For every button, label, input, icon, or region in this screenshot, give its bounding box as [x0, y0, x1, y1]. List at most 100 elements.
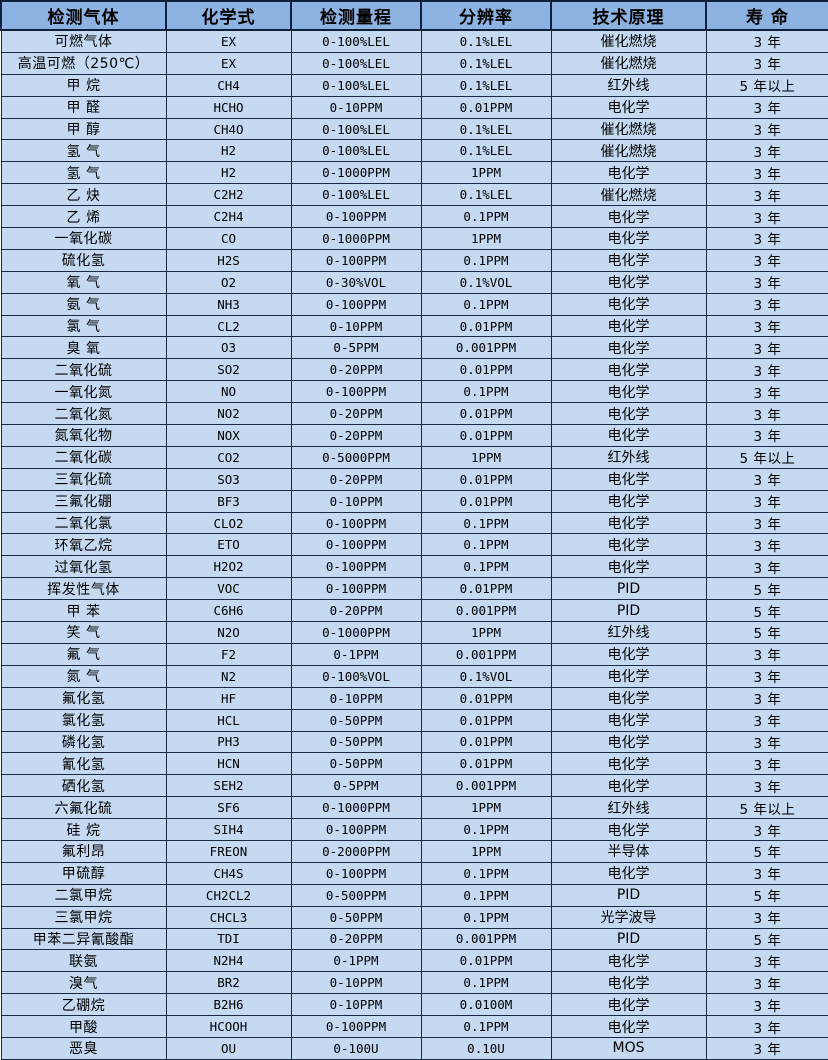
- resolution-cell: 0.01PPM: [420, 402, 552, 426]
- detection-range-cell: 0-100PPM: [290, 861, 422, 885]
- gas-name-cell: 乙硼烷: [0, 993, 167, 1017]
- chemical-formula-cell: SIH4: [165, 818, 292, 841]
- chemical-formula-cell: O3: [165, 336, 292, 360]
- lifespan-cell: 3 年: [705, 533, 828, 557]
- resolution-cell: 0.1%LEL: [420, 73, 552, 97]
- lifespan-cell: 3 年: [705, 467, 828, 491]
- technology-cell: 电化学: [550, 664, 707, 688]
- technology-cell: 电化学: [550, 818, 707, 841]
- detection-range-cell: 0-100PPM: [290, 292, 422, 316]
- resolution-cell: 1PPM: [420, 621, 552, 644]
- resolution-cell: 0.1PPM: [420, 818, 552, 841]
- lifespan-cell: 3 年: [705, 664, 828, 688]
- chemical-formula-cell: VOC: [165, 577, 292, 601]
- table-row: 挥发性气体 VOC 0-100PPM 0.01PPM PID 5 年: [0, 577, 828, 601]
- gas-name-cell: 三氯甲烷: [0, 905, 167, 929]
- detection-range-cell: 0-100PPM: [290, 1015, 422, 1038]
- chemical-formula-cell: NH3: [165, 292, 292, 316]
- lifespan-cell: 5 年: [705, 927, 828, 951]
- detection-range-cell: 0-5PPM: [290, 774, 422, 798]
- gas-name-cell: 磷化氢: [0, 730, 167, 754]
- resolution-cell: 0.01PPM: [420, 686, 552, 710]
- resolution-cell: 0.1PPM: [420, 883, 552, 907]
- table-row: 臭 氧 O3 0-5PPM 0.001PPM 电化学 3 年: [0, 336, 828, 360]
- resolution-cell: 0.1%LEL: [420, 183, 552, 207]
- detection-range-cell: 0-10PPM: [290, 95, 422, 119]
- table-row: 二氯甲烷 CH2CL2 0-500PPM 0.1PPM PID 5 年: [0, 883, 828, 907]
- gas-name-cell: 二氧化碳: [0, 445, 167, 469]
- detection-range-cell: 0-100PPM: [290, 248, 422, 272]
- detection-range-cell: 0-10PPM: [290, 993, 422, 1017]
- detection-range-cell: 0-5000PPM: [290, 445, 422, 469]
- chemical-formula-cell: C2H4: [165, 205, 292, 229]
- gas-name-cell: 甲 醇: [0, 117, 167, 141]
- table-row: 氟 气 F2 0-1PPM 0.001PPM 电化学 3 年: [0, 642, 828, 666]
- lifespan-cell: 3 年: [705, 380, 828, 404]
- gas-name-cell: 氢 气: [0, 161, 167, 185]
- gas-name-cell: 溴气: [0, 971, 167, 995]
- table-body: 可燃气体 EX 0-100%LEL 0.1%LEL 催化燃烧 3 年高温可燃（250℃） E…: [0, 29, 828, 1060]
- detection-range-cell: 0-30%VOL: [290, 270, 422, 294]
- gas-name-cell: 甲硫醇: [0, 861, 167, 885]
- detection-range-cell: 0-20PPM: [290, 599, 422, 623]
- detection-range-cell: 0-20PPM: [290, 467, 422, 491]
- chemical-formula-cell: CH4S: [165, 861, 292, 885]
- lifespan-cell: 3 年: [705, 402, 828, 426]
- chemical-formula-cell: CO: [165, 227, 292, 250]
- chemical-formula-cell: NOX: [165, 424, 292, 447]
- technology-cell: 红外线: [550, 73, 707, 97]
- table-row: 氢 气 H2 0-1000PPM 1PPM 电化学 3 年: [0, 161, 828, 185]
- technology-cell: 催化燃烧: [550, 183, 707, 207]
- lifespan-cell: 3 年: [705, 686, 828, 710]
- chemical-formula-cell: TDI: [165, 927, 292, 951]
- gas-name-cell: 氯 气: [0, 314, 167, 338]
- gas-name-cell: 笑 气: [0, 621, 167, 644]
- lifespan-cell: 3 年: [705, 971, 828, 995]
- technology-cell: 催化燃烧: [550, 139, 707, 163]
- chemical-formula-cell: HCL: [165, 708, 292, 732]
- table-row: 甲硫醇 CH4S 0-100PPM 0.1PPM 电化学 3 年: [0, 861, 828, 885]
- gas-name-cell: 氰化氢: [0, 752, 167, 776]
- table-header: 检测气体 化学式 检测量程 分辨率 技术原理 寿 命: [0, 0, 828, 31]
- detection-range-cell: 0-1000PPM: [290, 621, 422, 644]
- lifespan-cell: 3 年: [705, 248, 828, 272]
- lifespan-cell: 3 年: [705, 358, 828, 382]
- lifespan-cell: 3 年: [705, 489, 828, 513]
- table-row: 硒化氢 SEH2 0-5PPM 0.001PPM 电化学 3 年: [0, 774, 828, 798]
- lifespan-cell: 3 年: [705, 861, 828, 885]
- technology-cell: 电化学: [550, 949, 707, 973]
- resolution-cell: 0.1PPM: [420, 380, 552, 404]
- chemical-formula-cell: SF6: [165, 796, 292, 820]
- chemical-formula-cell: CHCL3: [165, 905, 292, 929]
- resolution-cell: 0.1PPM: [420, 971, 552, 995]
- chemical-formula-cell: H2: [165, 139, 292, 163]
- technology-cell: 电化学: [550, 533, 707, 557]
- technology-cell: 电化学: [550, 774, 707, 798]
- table-row: 氨 气 NH3 0-100PPM 0.1PPM 电化学 3 年: [0, 292, 828, 316]
- resolution-cell: 0.001PPM: [420, 774, 552, 798]
- chemical-formula-cell: EX: [165, 51, 292, 75]
- detection-range-cell: 0-100%LEL: [290, 29, 422, 53]
- resolution-cell: 1PPM: [420, 161, 552, 185]
- resolution-cell: 1PPM: [420, 796, 552, 820]
- gas-name-cell: 氧 气: [0, 270, 167, 294]
- technology-cell: 电化学: [550, 555, 707, 579]
- technology-cell: 电化学: [550, 993, 707, 1017]
- table-row: 甲 苯 C6H6 0-20PPM 0.001PPM PID 5 年: [0, 599, 828, 623]
- lifespan-cell: 5 年: [705, 577, 828, 601]
- table-row: 乙 炔 C2H2 0-100%LEL 0.1%LEL 催化燃烧 3 年: [0, 183, 828, 207]
- resolution-cell: 0.01PPM: [420, 467, 552, 491]
- gas-name-cell: 联氨: [0, 949, 167, 973]
- chemical-formula-cell: F2: [165, 642, 292, 666]
- resolution-cell: 1PPM: [420, 445, 552, 469]
- lifespan-cell: 3 年: [705, 29, 828, 53]
- lifespan-cell: 5 年: [705, 839, 828, 863]
- lifespan-cell: 3 年: [705, 270, 828, 294]
- lifespan-cell: 3 年: [705, 1015, 828, 1038]
- resolution-cell: 1PPM: [420, 839, 552, 863]
- gas-name-cell: 二氧化硫: [0, 358, 167, 382]
- technology-cell: 电化学: [550, 227, 707, 250]
- detection-range-cell: 0-20PPM: [290, 402, 422, 426]
- column-header-technology: 技术原理: [550, 0, 707, 31]
- table-row: 笑 气 N2O 0-1000PPM 1PPM 红外线 5 年: [0, 621, 828, 644]
